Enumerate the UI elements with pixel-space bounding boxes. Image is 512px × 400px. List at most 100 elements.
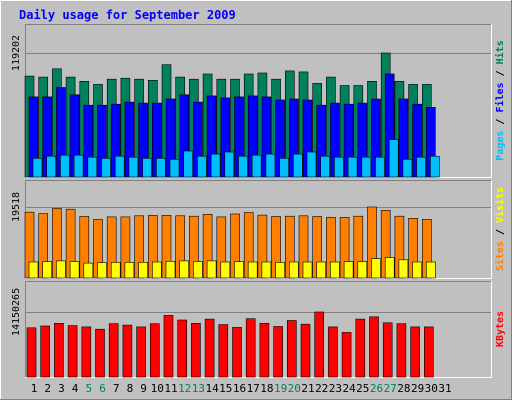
- bar-sites-day-27: [384, 257, 395, 279]
- bar-kbytes-day-15: [218, 324, 229, 378]
- bar-kbytes-day-4: [67, 325, 78, 378]
- bar-kbytes-day-14: [204, 318, 215, 378]
- bar-kbytes-day-10: [150, 323, 160, 378]
- bar-sites-day-29: [412, 261, 422, 279]
- bar-pages-day-14: [210, 153, 221, 178]
- bar-kbytes-day-1: [26, 327, 37, 378]
- x-tick-label-day-1: 1: [31, 382, 38, 395]
- bar-pages-day-13: [197, 155, 207, 178]
- series-kbytes: [26, 311, 434, 378]
- legend-label: Visits: [494, 187, 506, 223]
- series-pages: [32, 139, 440, 178]
- bar-pages-day-18: [265, 153, 276, 178]
- x-tick-label-day-26: 26: [370, 382, 383, 395]
- bar-sites-day-19: [275, 262, 285, 279]
- bar-pages-day-3: [60, 154, 70, 178]
- bar-kbytes-day-5: [81, 326, 92, 378]
- x-tick-label-day-24: 24: [342, 382, 356, 395]
- bar-pages-day-20: [292, 153, 303, 178]
- x-tick-label-day-10: 10: [151, 382, 164, 395]
- bar-sites-day-15: [220, 261, 231, 279]
- legend-label: KBytes: [495, 311, 506, 347]
- bar-sites-day-16: [234, 261, 244, 279]
- panel-hits: 119202 Pages / Files / Hits: [11, 24, 506, 178]
- bar-kbytes-day-27: [382, 322, 393, 378]
- series-files: [28, 73, 436, 178]
- x-tick-label-day-30: 30: [425, 382, 438, 395]
- x-tick-label-day-8: 8: [127, 382, 134, 395]
- bar-sites-day-8: [124, 262, 135, 279]
- x-tick-label-day-20: 20: [288, 382, 301, 395]
- x-tick-label-day-27: 27: [384, 382, 397, 395]
- bar-sites-day-11: [165, 260, 176, 279]
- bar-pages-day-30: [429, 155, 440, 178]
- bar-kbytes-day-3: [54, 322, 64, 378]
- bar-sites-day-3: [56, 260, 66, 279]
- bar-pages-day-15: [224, 151, 235, 178]
- bar-sites-day-14: [206, 260, 217, 279]
- legend-label: /: [495, 64, 506, 82]
- bar-pages-day-24: [347, 156, 358, 178]
- x-axis-labels: 1 2 3 4 5 6 7 8 9 10 11 12 13 14 15 16 17 18 19 20 21 22 23 24 2…: [31, 382, 452, 395]
- bar-pages-day-22: [320, 155, 331, 178]
- bar-sites-day-23: [330, 261, 340, 279]
- x-tick-label-day-23: 23: [329, 382, 342, 395]
- legend-label: Sites: [494, 241, 506, 271]
- bar-pages-day-19: [279, 158, 289, 178]
- bar-pages-day-1: [32, 158, 43, 178]
- bar-kbytes-day-18: [259, 322, 270, 378]
- panel-visits: 19518 Sites / Visits: [11, 180, 506, 279]
- series-legend: Sites / Visits: [494, 187, 506, 271]
- x-tick-label-day-15: 15: [219, 382, 232, 395]
- bar-sites-day-18: [261, 261, 272, 279]
- x-tick-label-day-21: 21: [301, 382, 314, 395]
- x-tick-label-day-12: 12: [178, 382, 191, 395]
- bar-kbytes-day-24: [341, 332, 352, 378]
- x-tick-label-day-5: 5: [85, 382, 92, 395]
- x-tick-label-day-18: 18: [260, 382, 273, 395]
- bar-pages-day-8: [128, 156, 139, 178]
- x-tick-label-day-3: 3: [58, 382, 65, 395]
- bar-pages-day-29: [416, 156, 426, 178]
- x-tick-label-day-2: 2: [44, 382, 51, 395]
- bar-pages-day-21: [306, 151, 317, 178]
- bar-pages-day-5: [87, 156, 98, 178]
- x-tick-label-day-29: 29: [411, 382, 424, 395]
- bar-kbytes-day-28: [396, 323, 407, 378]
- bar-kbytes-day-25: [355, 318, 366, 378]
- legend-label: /: [495, 223, 506, 241]
- bar-kbytes-day-2: [40, 325, 51, 378]
- bar-sites-day-9: [138, 262, 148, 279]
- bar-pages-day-12: [183, 150, 193, 178]
- bar-sites-day-20: [288, 261, 299, 279]
- legend-label: /: [495, 113, 506, 131]
- x-tick-label-day-17: 17: [247, 382, 260, 395]
- bar-sites-day-2: [42, 261, 53, 279]
- x-tick-label-day-6: 6: [99, 382, 106, 395]
- x-tick-label-day-16: 16: [233, 382, 246, 395]
- bar-sites-day-28: [398, 259, 409, 279]
- bar-sites-day-26: [371, 258, 381, 279]
- y-max-label: 119202: [11, 35, 22, 71]
- bar-kbytes-day-8: [122, 324, 133, 378]
- series-legend: KBytes: [495, 311, 506, 347]
- x-tick-label-day-28: 28: [397, 382, 410, 395]
- bar-sites-day-24: [343, 261, 354, 279]
- x-tick-label-day-25: 25: [356, 382, 369, 395]
- bar-pages-day-17: [251, 154, 262, 178]
- bar-kbytes-day-30: [423, 326, 434, 378]
- bar-pages-day-9: [142, 158, 152, 178]
- bar-kbytes-day-29: [410, 326, 420, 378]
- bar-sites-day-17: [247, 261, 258, 279]
- panel-kbytes: 14150265 KBytes: [11, 281, 506, 378]
- bar-kbytes-day-17: [245, 318, 256, 378]
- bar-sites-day-13: [193, 261, 203, 279]
- bar-kbytes-day-13: [191, 322, 201, 378]
- chart-title: Daily usage for September 2009: [19, 8, 236, 22]
- x-tick-label-day-9: 9: [140, 382, 147, 395]
- bar-sites-day-10: [152, 261, 162, 279]
- bar-sites-day-21: [302, 261, 313, 279]
- bar-sites-day-7: [110, 262, 121, 279]
